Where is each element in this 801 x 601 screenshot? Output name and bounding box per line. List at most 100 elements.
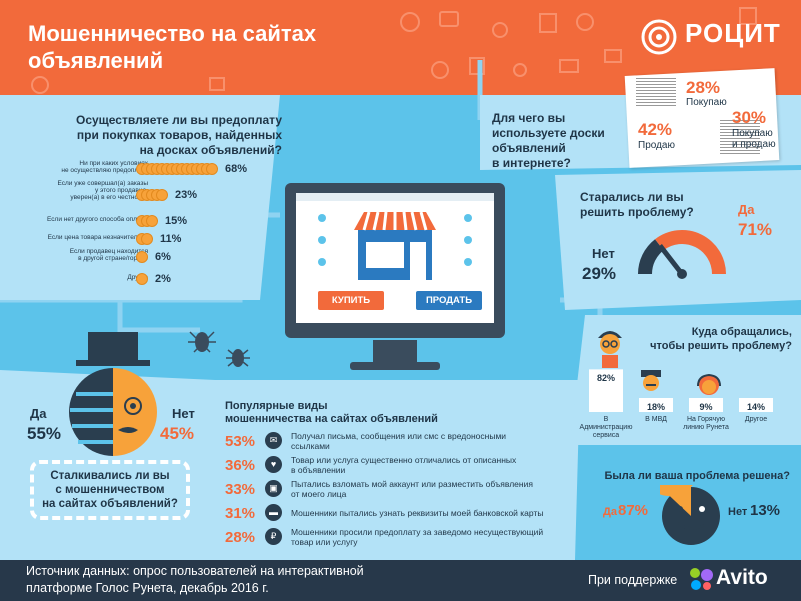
- prepay-row: Если цена товара незначительна 11%: [20, 230, 290, 248]
- where-labels: 82% В Администрацию сервиса 18% В МВД 9% На Го…: [580, 360, 785, 440]
- thief-face-icon: [69, 332, 157, 456]
- encounter-no-pct: 45%: [160, 424, 195, 443]
- solved-face-icon: [660, 485, 720, 545]
- prepay-row-label: Если нет другого способа оплаты: [47, 216, 148, 223]
- prepay-row: Если уже совершал(а) заказы у этого прода…: [20, 180, 290, 204]
- where-bar-pct: 82%: [596, 373, 615, 384]
- fraud-item: 36% ♥ Товар или услуга существенно отличал…: [225, 454, 575, 476]
- sell-pct: 42%: [638, 120, 673, 139]
- shop-icon: [318, 211, 472, 280]
- where-panel: [570, 315, 801, 445]
- fraud-item-text: Получал письма, сообщения или смс с вред…: [291, 431, 507, 451]
- coin-icon: [146, 215, 158, 227]
- card-icon: ▬: [265, 504, 282, 521]
- chat-icon: ✉: [265, 432, 282, 449]
- wallet-icon: ₽: [265, 528, 282, 545]
- coin-icon: [136, 251, 148, 263]
- fraud-item: 28% ₽ Мошенники просили предоплату за заве…: [225, 526, 575, 548]
- support-label: При поддержке: [588, 573, 678, 587]
- tried-no-pct: 29%: [582, 264, 617, 283]
- where-bar-pct: 18%: [646, 402, 665, 412]
- prepay-row-label: Если продавец находится в другой стране/г…: [69, 248, 148, 262]
- lock-icon: ▣: [265, 480, 282, 497]
- solved-question: Была ли ваша проблема решена?: [604, 470, 790, 482]
- monitor-base: [350, 362, 440, 370]
- solved-no-pct: 13%: [750, 502, 781, 519]
- where-bar: [589, 369, 623, 412]
- coin-icon: [156, 189, 168, 201]
- tried-yes-label: Да: [738, 202, 755, 217]
- sell-button[interactable]: ПРОДАТЬ: [416, 291, 482, 310]
- tried-no-label: Нет: [592, 246, 615, 261]
- fraud-item-pct: 36%: [225, 457, 256, 474]
- prepay-row-pct: 23%: [175, 189, 198, 201]
- tried-yes-pct: 71%: [738, 220, 773, 239]
- where-bar-pct: 9%: [699, 402, 713, 412]
- gauge-yes-arc: [655, 230, 726, 274]
- footer: [0, 560, 801, 601]
- solved-yes-slice: [660, 485, 693, 516]
- face-mouth: [677, 522, 705, 530]
- prepay-row-pct: 68%: [225, 163, 248, 175]
- prepay-row: Если нет другого способа оплаты 15%: [20, 212, 290, 230]
- tried-question: Старались ли вы решить проблему?: [580, 190, 694, 219]
- prepay-row: Другое 2%: [20, 270, 290, 288]
- fraud-item: 33% ▣ Пытались взломать мой аккаунт или ра…: [225, 478, 575, 500]
- monitor-stand: [373, 340, 417, 364]
- gauge-no-arc: [638, 239, 664, 274]
- both-label: Покупаю и продаю: [732, 128, 776, 150]
- encounter-no-label: Нет: [172, 406, 195, 421]
- fraud-item-text: Товар или услуга существенно отличались …: [291, 455, 517, 475]
- browser-bar: [296, 193, 494, 201]
- prepay-row-pct: 6%: [155, 251, 171, 263]
- gauge-hub: [677, 269, 687, 279]
- where-question: Куда обращались, чтобы решить проблему?: [650, 326, 792, 352]
- usage-question: Для чего вы используете доски объявлений…: [492, 111, 605, 170]
- police-person-icon: [641, 370, 661, 391]
- prepay-row: Ни при каких условиях не осуществляю пред…: [20, 160, 290, 178]
- solved-yes-pct: 87%: [618, 502, 649, 519]
- buy-pct: 28%: [686, 78, 721, 97]
- bug-icon: [188, 331, 250, 367]
- where-bar-label: Другое: [744, 416, 768, 423]
- where-bar-pct: 14%: [746, 402, 765, 412]
- fraud-item: 53% ✉ Получал письма, сообщения или смс с …: [225, 430, 575, 452]
- where-bar-label: На Горячую линию Рунета: [683, 416, 729, 431]
- fraud-item-pct: 28%: [225, 529, 256, 546]
- solved-yes-label: Да: [603, 506, 617, 518]
- fraud-item-text: Мошенники просили предоплату за заведомо…: [291, 527, 544, 547]
- prepay-row-pct: 2%: [155, 273, 171, 285]
- fraud-item-pct: 33%: [225, 481, 256, 498]
- fraud-item-text: Пытались взломать мой аккаунт или размес…: [291, 479, 533, 499]
- coin-icon: [136, 273, 148, 285]
- source-note: Источник данных: опрос пользователей на …: [26, 564, 364, 595]
- buy-button[interactable]: КУПИТЬ: [318, 291, 384, 310]
- admin-person-icon: [598, 331, 622, 368]
- broken-heart-icon: ♥: [265, 456, 282, 473]
- solved-no-label: Нет: [728, 506, 748, 518]
- where-bar: [689, 398, 723, 412]
- where-bar: [739, 398, 773, 412]
- prepay-row-pct: 15%: [165, 215, 188, 227]
- where-bar-label: В Администрацию сервиса: [579, 416, 633, 439]
- sell-label: Продаю: [638, 140, 675, 151]
- where-bar: [639, 398, 673, 412]
- where-bar-chart: [589, 369, 773, 412]
- fraud-item-pct: 53%: [225, 433, 256, 450]
- face-eye: [677, 506, 683, 512]
- page-title: Мошенничество на сайтах объявлений: [28, 21, 317, 73]
- hotline-person-icon: [697, 373, 721, 395]
- prepay-question: Осуществляете ли вы предоплату при покуп…: [75, 113, 282, 157]
- rocit-logo-text: РОЦИТ: [685, 18, 781, 48]
- prepay-row-label: Ни при каких условиях не осуществляю пред…: [61, 160, 148, 174]
- encounter-question: Сталкивались ли вы с мошенничеством на с…: [42, 470, 178, 510]
- prepay-row-label: Другое: [18, 274, 148, 281]
- fraud-item-text: Мошенники пытались узнать реквизиты моей…: [291, 508, 544, 518]
- coin-icon: [141, 233, 153, 245]
- newspaper-text-lines: [720, 120, 760, 154]
- avito-logo-text: Avito: [716, 566, 768, 589]
- encounter-yes-pct: 55%: [27, 424, 62, 443]
- prepay-row: Если продавец находится в другой стране/г…: [20, 248, 290, 266]
- rocit-logo-icon: [641, 19, 677, 55]
- fraud-item: 31% ▬ Мошенники пытались узнать реквизиты …: [225, 502, 575, 524]
